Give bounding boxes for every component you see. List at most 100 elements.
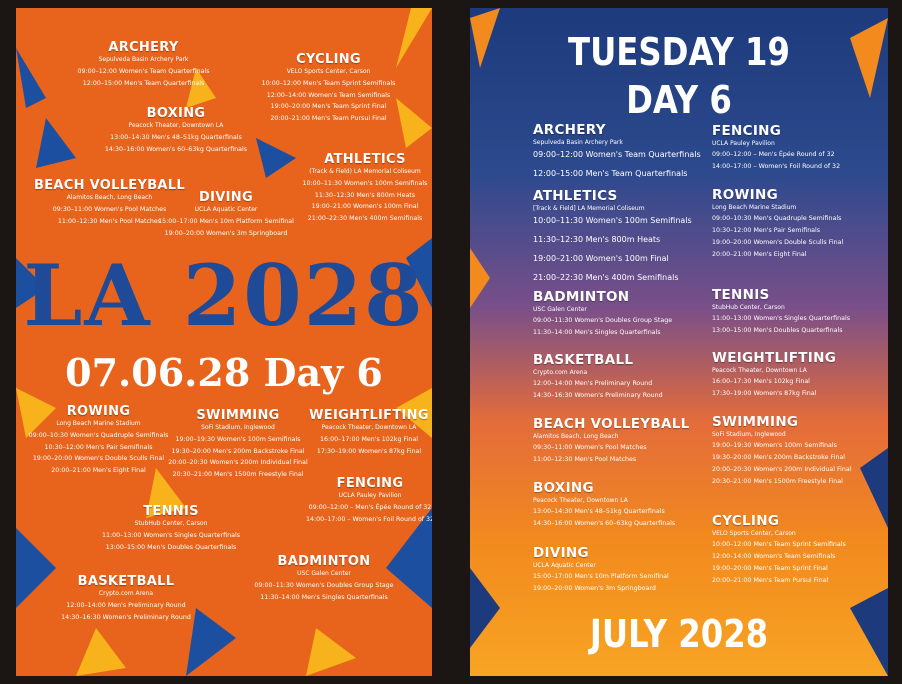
event: 09:00–12:00 – Men's Épée Round of 32 [308, 503, 432, 511]
sport-name: TENNIS [712, 287, 770, 303]
sport-name: ATHLETICS [324, 152, 406, 167]
sport-block: WEIGHTLIFTING Peacock Theater, Downtown L… [304, 408, 432, 459]
event: 19:00–21:00 Women's 100m Final [311, 203, 419, 211]
sport-block: BOXING Peacock Theater, Downtown LA 13:00–… [533, 480, 675, 532]
event: 09:00–10:30 Men's Quadruple Semifinals [712, 215, 842, 223]
event: 20:00–20:30 Women's 200m Individual Fina… [168, 459, 308, 467]
event: 09:00–12:00 Women's Team Quarterfinals [77, 67, 210, 75]
event: 10:00–12:00 Men's Team Sprint Semifinals [261, 79, 396, 87]
sport-name: BEACH VOLLEYBALL [533, 416, 690, 432]
sport-block: BOXING Peacock Theater, Downtown LA 13:00–… [86, 106, 266, 157]
sport-name: TENNIS [143, 504, 199, 519]
event: 11:30–14:00 Men's Singles Quarterfinals [533, 329, 661, 337]
event: 09:00–11:30 Women's Doubles Group Stage [254, 581, 394, 589]
venue: Alamitos Beach, Long Beach [66, 194, 153, 202]
sport-name: DIVING [199, 190, 253, 205]
venue: [Track & Field] LA Memorial Coliseum [533, 204, 645, 212]
event: 19:30–20:00 Men's 200m Backstroke Final [712, 454, 846, 462]
event: 11:00–12:30 Men's Pool Matches [533, 456, 637, 464]
event: 21:00–22:30 Men's 400m Semifinals [533, 273, 679, 283]
sport-block: BEACH VOLLEYBALL Alamitos Beach, Long Bea… [533, 416, 690, 468]
venue: USC Galen Center [533, 305, 587, 313]
sport-block: BADMINTON USC Galen Center 09:00–11:30 Wom… [533, 289, 672, 341]
event: 16:00–17:30 Men's 102kg Final [712, 378, 810, 386]
sport-block: BADMINTON USC Galen Center 09:00–11:30 Wom… [244, 554, 404, 605]
sport-name: FENCING [336, 476, 404, 491]
event: 19:00–19:30 Women's 100m Semifinals [175, 435, 301, 443]
event: 14:30–16:00 Women's 60–63kg Quarterfinal… [533, 520, 676, 528]
poster-title: LA 2028 [23, 246, 425, 345]
event: 11:30–12:30 Men's 800m Heats [314, 191, 416, 199]
event: 10:00–11:30 Women's 100m Semifinals [533, 216, 692, 226]
right-poster: TUESDAY 19 DAY 6 JULY 2028 ARCHERY Sepulv… [470, 8, 888, 676]
event: 11:00–12:30 Men's Pool Matches [57, 217, 162, 225]
venue: Peacock Theater, Downtown LA [533, 496, 628, 504]
sport-name: SWIMMING [196, 408, 280, 423]
event: 19:00–20:00 Women's Double Sculls Final [712, 239, 844, 247]
sport-block: FENCING UCLA Pauley Pavilion 09:00–12:00 –… [300, 476, 432, 527]
event: 21:00–22:30 Men's 400m Semifinals [307, 215, 423, 223]
sport-name: WEIGHTLIFTING [712, 350, 837, 366]
event: 13:00–15:00 Men's Doubles Quarterfinals [105, 543, 237, 551]
sport-name: BOXING [146, 106, 206, 121]
event: 15:00–17:00 Men's 10m Platform Semifinal [533, 573, 669, 581]
event: 11:30–12:30 Men's 800m Heats [533, 235, 661, 245]
venue: Peacock Theater, Downtown LA [712, 366, 807, 374]
event: 10:00–11:30 Women's 100m Semifinals [302, 179, 428, 187]
sport-name: FENCING [712, 123, 782, 139]
event: 19:00–20:00 Men's Team Sprint Final [712, 565, 828, 573]
sport-block: WEIGHTLIFTING Peacock Theater, Downtown L… [712, 350, 836, 402]
venue: SoFi Stadium, Inglewood [712, 430, 786, 438]
event: 09:00–12:00 Women's Team Quarterfinals [533, 150, 701, 160]
event: 14:30–16:30 Women's Preliminary Round [533, 392, 663, 400]
event: 17:30–19:00 Women's 87kg Final [712, 390, 817, 398]
venue: VELO Sports Center, Carson [712, 529, 796, 537]
venue: Long Beach Marine Stadium [712, 203, 797, 211]
poster-date: 07.06.28 Day 6 [65, 350, 383, 395]
event: 19:30–20:00 Men's 200m Backstroke Final [171, 447, 305, 455]
venue: Sepulveda Basin Archery Park [98, 56, 189, 64]
event: 15:00–17:00 Men's 10m Platform Semifinal [158, 217, 294, 225]
decoration [470, 8, 888, 676]
event: 20:00–21:00 Men's Eight Final [712, 250, 807, 258]
venue: Sepulveda Basin Archery Park [533, 138, 623, 146]
sport-name: BADMINTON [277, 554, 371, 569]
event: 20:00–21:00 Men's Team Pursui Final [270, 115, 387, 123]
sport-block: BASKETBALL Crypto.com Arena 12:00–14:00 Me… [46, 574, 206, 625]
sport-block: FENCING UCLA Pauley Pavilion 09:00–12:00 –… [712, 123, 840, 175]
event: 11:00–13:00 Women's Singles Quarterfinal… [102, 531, 240, 539]
event: 10:30–12:00 Men's Pair Semifinals [44, 443, 153, 451]
venue: Crypto.com Arena [98, 590, 154, 598]
venue: (Track & Field) LA Memorial Coliseum [309, 168, 421, 176]
venue: Long Beach Marine Stadium [56, 420, 141, 428]
event: 20:00–21:00 Men's Eight Final [51, 467, 146, 475]
sport-block: BASKETBALL Crypto.com Arena 12:00–14:00 Me… [533, 352, 663, 404]
venue: UCLA Aquatic Center [194, 206, 258, 214]
event: 12:00–14:00 Men's Preliminary Round [533, 380, 653, 388]
event: 14:30–16:30 Women's Preliminary Round [61, 613, 191, 621]
sport-block: DIVING UCLA Aquatic Center 15:00–17:00 Men… [146, 190, 306, 241]
heading-day-number: DAY 6 [626, 78, 732, 122]
sport-block: TENNIS StubHub Center, Carson 11:00–13:00 … [96, 504, 246, 555]
sport-name: BADMINTON [533, 289, 630, 305]
event: 16:00–17:00 Men's 102kg Final [320, 435, 418, 443]
event: 12:00–15:00 Men's Team Quarterfinals [533, 169, 688, 179]
event: 11:00–13:00 Women's Singles Quarterfinal… [712, 315, 850, 323]
sport-name: BOXING [533, 480, 594, 496]
event: 19:00–20:00 Women's 3m Springboard [164, 229, 288, 237]
event: 14:00–17:00 – Women's Foil Round of 32 [712, 163, 841, 171]
event: 19:00–20:00 Men's Team Sprint Final [270, 103, 387, 111]
left-poster: LA 2028 07.06.28 Day 6 ARCHERY Sepulveda … [16, 8, 432, 676]
event: 19:00–20:00 Women's 3m Springboard [533, 585, 656, 593]
sport-name: ARCHERY [108, 40, 179, 55]
venue: UCLA Pauley Pavilion [712, 139, 775, 147]
sport-name: ARCHERY [533, 122, 606, 138]
venue: StubHub Center, Carson [712, 303, 785, 311]
footer-month: JULY 2028 [589, 612, 769, 656]
event: 12:00–14:00 Women's Team Semifinals [266, 91, 391, 99]
sport-name: BEACH VOLLEYBALL [34, 178, 185, 193]
venue: Peacock Theater, Downtown LA [128, 122, 224, 130]
event: 12:00–15:00 Men's Team Quarterfinals [82, 79, 205, 87]
event: 09:00–12:00 – Men's Épée Round of 32 [712, 151, 835, 159]
